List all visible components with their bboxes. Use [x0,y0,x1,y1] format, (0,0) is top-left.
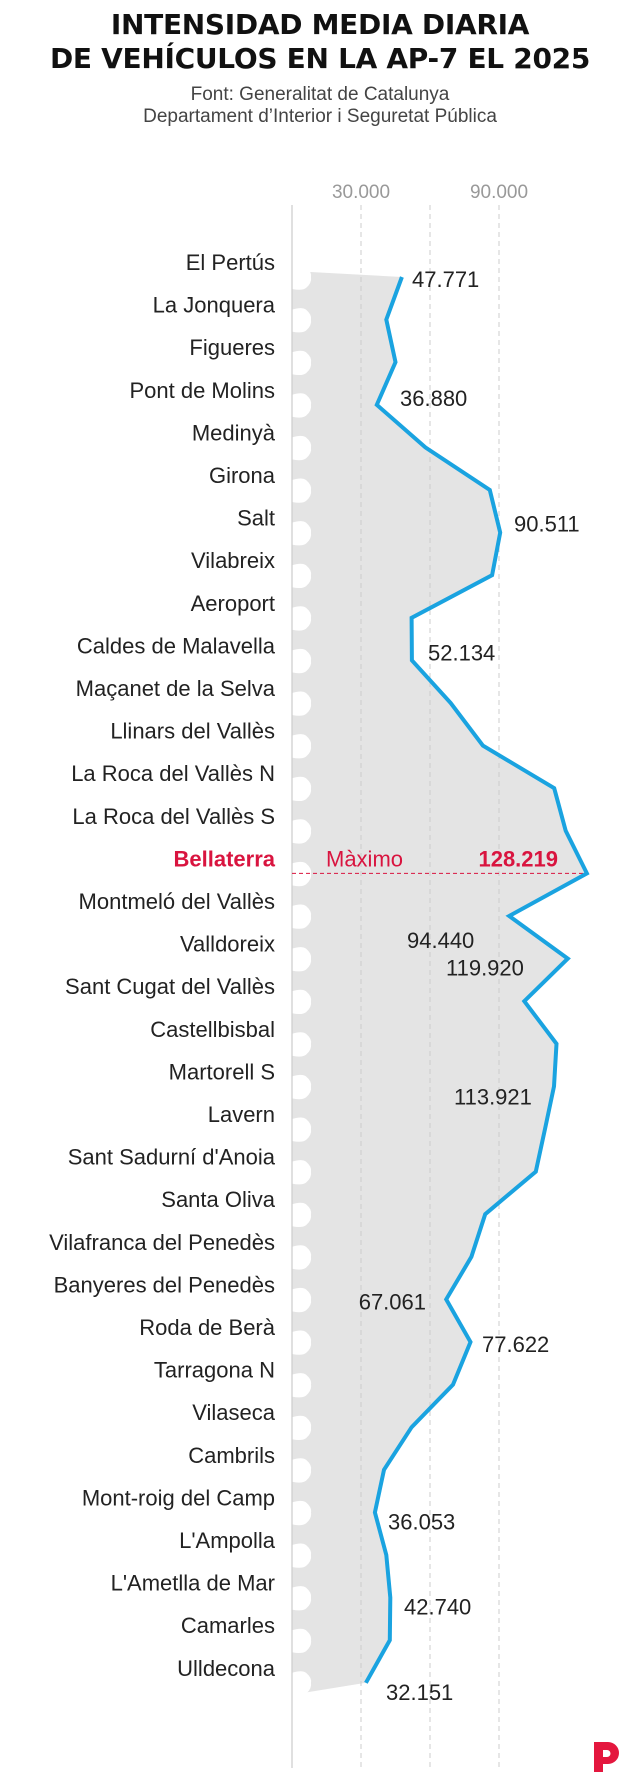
category-label: Lavern [208,1102,275,1127]
category-label: El Pertús [186,250,275,275]
car-icon [292,989,312,1014]
data-label: 90.511 [514,512,580,537]
category-label: Girona [209,463,276,488]
category-label: La Jonquera [153,293,276,318]
car-icon [292,563,312,588]
car-icon [292,1671,312,1696]
category-label: Vilafranca del Penedès [49,1230,275,1255]
car-icon [292,734,312,759]
car-icon [292,350,312,375]
category-label: La Roca del Vallès S [72,804,275,829]
category-label: Sant Cugat del Vallès [65,974,275,999]
car-icon [292,776,312,801]
car-icon [292,521,312,546]
category-label: Aeroport [191,591,275,616]
category-label: Maçanet de la Selva [76,676,276,701]
car-icon [292,1287,312,1313]
category-label: Castellbisbal [150,1017,275,1042]
data-label: 52.134 [428,640,495,665]
car-icon [292,606,312,631]
category-label: Sant Sadurní d'Anoia [68,1145,276,1170]
category-label: Cambrils [188,1443,275,1468]
car-icon [292,435,312,461]
car-icon [292,1245,312,1270]
car-icon [292,1117,312,1142]
car-icon [292,1458,312,1483]
car-icon [292,819,312,844]
category-label: L'Ametlla de Mar [111,1571,275,1596]
car-icon [292,265,312,290]
chart-title-line-1: INTENSIDAD MEDIA DIARIA [110,8,530,41]
source-note: Font: Generalitat de Catalunya Departame… [0,84,640,128]
category-label: Santa Oliva [161,1187,275,1212]
category-label: Mont-roig del Camp [82,1485,275,1510]
category-label: Bellaterra [173,846,275,871]
category-label: La Roca del Vallès N [71,761,275,786]
series-line [364,276,590,1684]
category-label: Medinyà [192,420,276,445]
category-label: Camarles [181,1613,275,1638]
data-label: 113.921 [454,1084,532,1109]
chart-title: INTENSIDAD MEDIA DIARIA DE VEHÍCULOS EN … [0,8,640,76]
car-icon [292,393,312,418]
data-label: 67.061 [359,1289,426,1314]
car-icon [292,1160,312,1185]
data-label: 119.920 [446,956,524,981]
category-label: Tarragona N [154,1358,275,1383]
source-line-1: Font: Generalitat de Catalunya [190,84,450,105]
chart-title-line-2: DE VEHÍCULOS EN LA AP-7 EL 2025 [49,42,591,75]
car-icon [292,1500,312,1526]
data-label: 94.440 [407,928,474,953]
car-icon [292,478,312,503]
source-line-2: Departament d’Interior i Seguretat Públi… [143,106,497,127]
category-label: Salt [237,506,275,531]
car-icon [292,648,312,674]
car-icon [292,1202,312,1227]
category-label: Vilabreix [191,548,275,573]
car-icon [292,1543,312,1568]
max-caption: Màximo [326,846,403,871]
car-icon [292,1415,312,1440]
data-label: 32.151 [386,1680,453,1705]
car-icon [292,1586,312,1611]
car-icon [292,1032,312,1057]
data-label: 77.622 [482,1332,549,1357]
data-label: 36.880 [400,386,467,411]
category-label: Ulldecona [177,1656,276,1681]
data-label: 47.771 [412,267,479,292]
category-label: Vilaseca [192,1400,276,1425]
category-label: Martorell S [169,1059,275,1084]
area-fill [292,271,587,1695]
category-label: Caldes de Malavella [77,633,276,658]
car-icon [292,1074,312,1100]
car-icon [292,308,312,333]
category-label: Valldoreix [180,932,275,957]
p-logo-icon [594,1742,619,1772]
x-tick-label: 90.000 [470,182,528,203]
category-label: Banyeres del Penedès [54,1272,275,1297]
category-label: L'Ampolla [179,1528,276,1553]
car-icon [292,904,312,929]
car-icon [292,861,312,887]
data-label: 36.053 [388,1509,455,1534]
category-label: Montmeló del Vallès [79,889,275,914]
max-value-label: 128.219 [478,846,558,871]
x-tick-label: 30.000 [332,182,390,203]
data-label: 42.740 [404,1595,471,1620]
car-icon [292,691,312,716]
car-icon [292,947,312,972]
category-label: Roda de Berà [139,1315,276,1340]
car-icon [292,1628,312,1653]
car-icon [292,1373,312,1398]
car-icon [292,1330,312,1355]
category-label: Llinars del Vallès [110,719,275,744]
category-label: Figueres [189,335,275,360]
category-label: Pont de Molins [129,378,275,403]
